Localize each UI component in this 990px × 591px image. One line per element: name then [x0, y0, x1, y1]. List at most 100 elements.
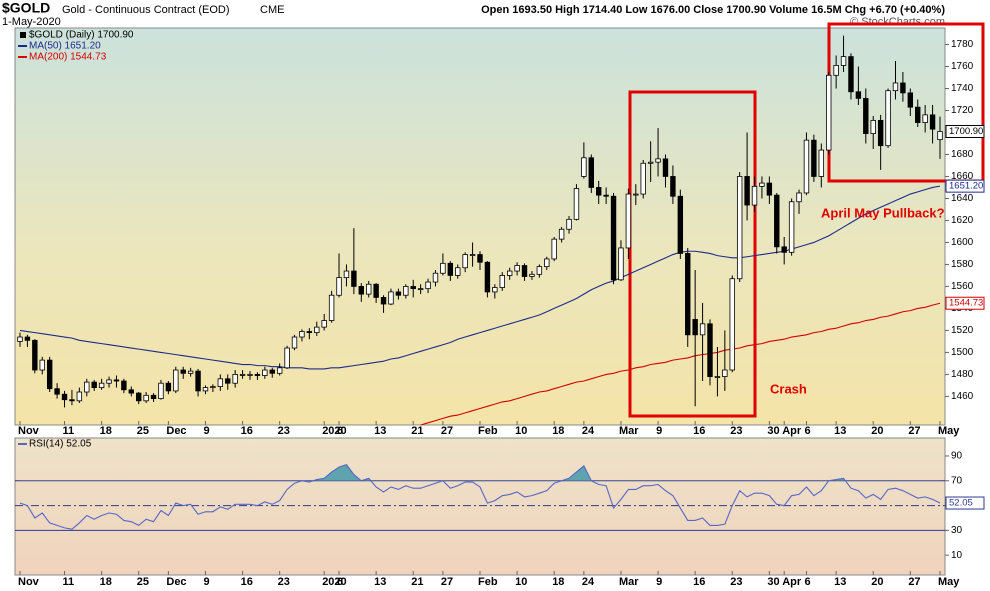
candle-body — [291, 336, 298, 349]
candle-body — [321, 320, 327, 328]
x-tick-label: 24 — [582, 425, 595, 437]
y-tick-label: 1760 — [951, 61, 974, 72]
candle-body — [158, 382, 164, 400]
credit: © StockCharts.com — [850, 16, 945, 28]
x-tick-label: 20 — [871, 425, 883, 437]
candle-body — [618, 247, 624, 281]
y-tick-label: 1660 — [951, 171, 974, 182]
candle-body — [514, 265, 520, 272]
date: 1-May-2020 — [2, 16, 61, 28]
x-tick-label: 23 — [730, 425, 742, 437]
legend-label: MA(200) 1544.73 — [29, 52, 107, 63]
candle-body — [187, 370, 194, 374]
candle-body — [544, 258, 550, 268]
candle-body — [232, 374, 238, 384]
candle-body — [403, 286, 409, 296]
x-tick-label: 18 — [100, 425, 112, 437]
x-tick-label: 16 — [693, 576, 705, 588]
candle-body — [566, 218, 572, 230]
rsi-panel — [14, 437, 946, 576]
candle-body — [143, 394, 149, 402]
x-tick-label: Feb — [478, 576, 498, 588]
candle-body — [121, 380, 127, 391]
x-tick-label: 13 — [834, 425, 846, 437]
candle-body — [136, 392, 142, 402]
quote: Open 1693.50 High 1714.40 Low 1676.00 Cl… — [481, 4, 945, 16]
last-value-box — [945, 296, 985, 310]
x-tick-label: 6 — [804, 576, 810, 588]
candle-body — [900, 82, 906, 94]
candle-body — [811, 139, 817, 177]
candle-body — [759, 182, 765, 187]
x-tick-label: 2020 — [322, 425, 346, 437]
x-tick-label: Apr — [782, 576, 802, 588]
overbought-fill — [313, 464, 846, 481]
candle-body — [284, 347, 290, 369]
x-tick-label: May — [938, 425, 960, 437]
last-value-label: 1544.73 — [949, 298, 983, 309]
y-tick-label: 1720 — [951, 105, 974, 116]
y-tick-label: 1740 — [951, 83, 974, 94]
candle-body — [217, 378, 224, 387]
candle-body — [210, 386, 216, 389]
candle-body — [440, 262, 446, 274]
x-tick-label: 16 — [693, 425, 705, 437]
x-tick-label: 23 — [278, 576, 290, 588]
candle-body — [254, 374, 261, 376]
candle-body — [751, 185, 758, 206]
candle-body — [840, 56, 847, 66]
candle-body — [410, 286, 416, 290]
candle-body — [640, 162, 646, 195]
candle-body — [833, 64, 839, 76]
rsi-line — [19, 464, 941, 530]
x-tick-label: 18 — [552, 425, 564, 437]
x-tick-label: 27 — [908, 425, 920, 437]
symbol: $GOLD — [2, 0, 50, 16]
x-tick-label: 9 — [203, 425, 209, 437]
candle-body — [633, 193, 639, 196]
candle-body — [358, 286, 364, 295]
candle-body — [239, 374, 246, 376]
candle-body — [729, 278, 735, 371]
candle-body — [685, 253, 691, 336]
candle-body — [180, 369, 186, 374]
candle-body — [373, 283, 379, 298]
x-tick-label: 6 — [804, 425, 810, 437]
y-tick-label: 1480 — [951, 369, 974, 380]
candle-body — [173, 369, 179, 392]
x-tick-label: 21 — [411, 425, 423, 437]
x-tick-label: 18 — [100, 576, 112, 588]
candle-body — [395, 291, 402, 296]
y-tick-label: 1460 — [951, 391, 974, 402]
candle-body — [32, 339, 38, 371]
candle-body — [788, 201, 795, 253]
candle-body — [84, 381, 90, 393]
candle-body — [343, 270, 350, 279]
candle-body — [766, 182, 773, 196]
candle-body — [328, 294, 335, 321]
y-tick-label: 1640 — [951, 193, 974, 204]
y-tick-label: 1600 — [951, 237, 974, 248]
y-tick-label: 1620 — [951, 215, 974, 226]
x-tick-label: Mar — [619, 576, 639, 588]
candle-body — [581, 157, 587, 177]
candle-body — [24, 336, 31, 341]
candle-body — [529, 273, 535, 277]
candle-body — [796, 192, 802, 203]
candle-body — [69, 399, 75, 402]
x-tick-label: 13 — [374, 576, 386, 588]
x-tick-label: 11 — [63, 576, 75, 588]
candle-body — [506, 270, 513, 276]
annotation: Crash — [770, 381, 807, 396]
candle-body — [276, 367, 283, 374]
last-value-box — [945, 496, 985, 510]
x-tick-label: 25 — [137, 425, 149, 437]
candle-body — [848, 56, 854, 93]
candle-body — [106, 379, 112, 384]
candle-body — [477, 254, 483, 263]
candle-body — [744, 176, 750, 206]
candle-body — [655, 158, 661, 163]
candle-body — [692, 319, 698, 336]
candle-body — [417, 288, 424, 291]
